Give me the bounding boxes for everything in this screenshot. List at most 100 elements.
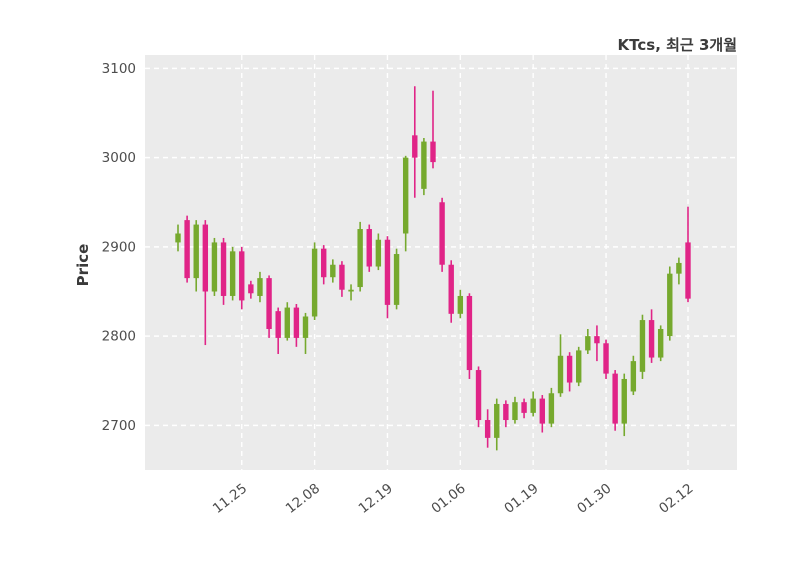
candle	[311, 242, 318, 321]
y-tick-label: 2900	[102, 239, 136, 255]
candle-body	[566, 355, 573, 383]
x-tick-label: 12.19	[356, 481, 396, 517]
candle	[494, 398, 500, 451]
candle-body	[357, 229, 363, 288]
candle-body	[220, 242, 227, 296]
candle-body	[293, 307, 300, 338]
candle	[484, 409, 491, 448]
candle	[503, 400, 509, 428]
candle-body	[648, 320, 655, 358]
candle	[539, 395, 545, 433]
candle	[648, 309, 655, 363]
candle	[266, 275, 272, 338]
candle	[248, 280, 254, 299]
candle-body	[457, 295, 464, 314]
x-tick-label: 01.06	[428, 481, 468, 517]
candle-body	[430, 141, 436, 163]
candle-body	[503, 403, 509, 421]
candle-body	[321, 248, 327, 278]
candle	[576, 346, 582, 387]
candle-body	[594, 336, 600, 344]
candle-body	[484, 420, 491, 438]
candle-body	[521, 402, 527, 413]
candle	[612, 370, 618, 431]
candle-body	[603, 343, 609, 374]
candle	[639, 314, 646, 379]
candle	[193, 220, 199, 292]
candle	[348, 284, 354, 301]
candle	[421, 138, 427, 196]
candle-body	[494, 403, 500, 438]
candle-body	[202, 224, 209, 292]
candle	[521, 398, 527, 419]
candle-body	[239, 251, 245, 301]
candle	[293, 304, 300, 347]
candle	[657, 325, 664, 362]
x-axis-tick-labels: 11.25 12.08 12.19 01.06 01.19 01.30 02.12	[210, 481, 697, 517]
y-axis-tick-labels: 2700 2800 2900 3000 3100	[102, 61, 136, 434]
candle-body	[548, 393, 555, 424]
candle	[630, 355, 637, 396]
candle-body	[448, 264, 454, 314]
candle-body	[475, 370, 482, 421]
candle	[548, 387, 555, 428]
candle	[202, 220, 209, 346]
x-tick-label: 12.08	[283, 481, 323, 517]
candle	[239, 246, 245, 310]
candle	[585, 328, 591, 354]
candle-body	[512, 402, 518, 421]
candle-body	[211, 242, 218, 292]
x-tick-label: 11.25	[210, 481, 250, 517]
candle-body	[257, 278, 263, 296]
candle	[439, 197, 445, 272]
candle	[685, 206, 691, 303]
candle	[393, 248, 400, 310]
candles-layer	[175, 86, 691, 451]
y-tick-label: 3000	[102, 150, 136, 166]
candle	[257, 271, 263, 303]
candle-body	[439, 202, 445, 265]
candle	[220, 237, 227, 305]
y-tick-label: 3100	[102, 61, 136, 77]
candle-body	[266, 278, 272, 329]
candle	[603, 339, 609, 379]
candle-body	[375, 239, 382, 267]
candle-body	[402, 157, 409, 234]
candle-body	[302, 316, 309, 338]
candle	[384, 236, 391, 319]
candle	[676, 257, 682, 285]
candle-body	[311, 248, 318, 317]
candle	[466, 293, 473, 379]
candle	[594, 325, 600, 362]
candle	[448, 260, 454, 323]
candle-body	[557, 355, 564, 394]
candle-body	[676, 262, 682, 274]
x-tick-label: 01.19	[501, 481, 541, 517]
y-axis-label: Price	[74, 244, 92, 287]
candle-body	[229, 251, 236, 296]
candle-body	[421, 141, 427, 189]
candle	[375, 233, 382, 271]
candle-body	[384, 239, 391, 305]
candle-body	[412, 135, 418, 158]
candle-body	[466, 295, 473, 371]
candle-body	[284, 307, 290, 338]
candle-body	[275, 311, 281, 338]
candle-body	[657, 328, 664, 358]
candle	[330, 259, 336, 283]
candle-body	[184, 220, 190, 279]
candle	[530, 391, 536, 417]
y-tick-label: 2800	[102, 329, 136, 345]
candle-body	[393, 254, 400, 305]
candle	[457, 289, 464, 319]
candle	[229, 246, 236, 301]
candle	[275, 307, 281, 354]
candle	[284, 302, 290, 341]
candle-body	[667, 273, 673, 337]
candle	[184, 215, 190, 283]
candle	[621, 373, 627, 437]
candle-body	[639, 320, 646, 372]
x-tick-label: 01.30	[574, 481, 614, 517]
